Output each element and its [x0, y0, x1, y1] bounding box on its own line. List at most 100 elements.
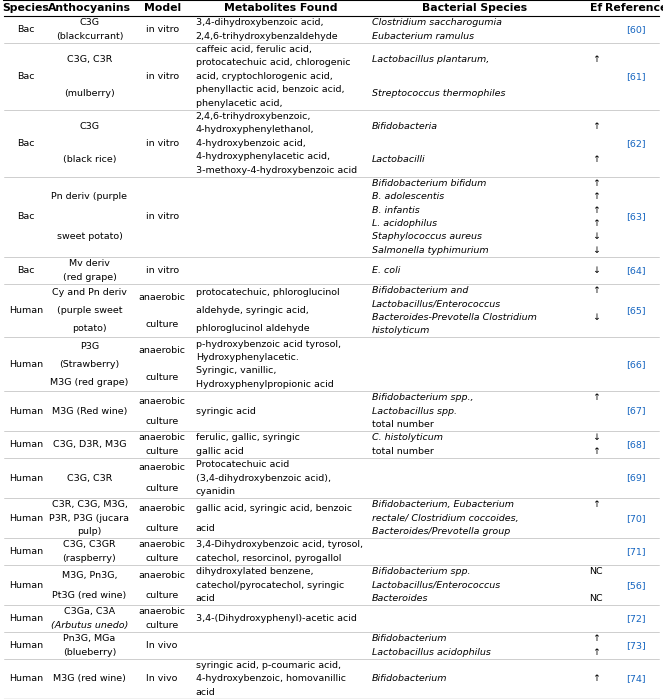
Text: (blueberry): (blueberry) — [63, 648, 116, 656]
Text: ↑: ↑ — [592, 155, 600, 164]
Text: Bifidobacterium, Eubacterium: Bifidobacterium, Eubacterium — [371, 500, 514, 510]
Text: (Arbutus unedo): (Arbutus unedo) — [51, 621, 128, 630]
Text: ↑: ↑ — [592, 206, 600, 215]
Text: culture: culture — [145, 417, 179, 426]
Text: Reference: Reference — [605, 3, 663, 13]
Text: phenyllactic acid, benzoic acid,: phenyllactic acid, benzoic acid, — [196, 85, 344, 94]
Text: [73]: [73] — [626, 641, 646, 650]
Text: Bifidobacteria: Bifidobacteria — [371, 122, 438, 131]
Text: 4-hydroxybenzoic acid,: 4-hydroxybenzoic acid, — [196, 138, 306, 147]
Text: [71]: [71] — [626, 547, 646, 556]
Text: anaerobic: anaerobic — [139, 607, 186, 617]
Text: M3G (Red wine): M3G (Red wine) — [52, 407, 127, 416]
Text: culture: culture — [145, 524, 179, 533]
Text: Human: Human — [9, 306, 43, 315]
Text: Hydroxyphenylpropionic acid: Hydroxyphenylpropionic acid — [196, 380, 333, 389]
Text: gallic acid: gallic acid — [196, 447, 243, 456]
Text: [70]: [70] — [626, 514, 646, 523]
Text: (blackcurrant): (blackcurrant) — [56, 31, 123, 41]
Text: Bifidobacterium: Bifidobacterium — [371, 634, 447, 643]
Text: Salmonella typhimurium: Salmonella typhimurium — [371, 246, 488, 255]
Text: (mulberry): (mulberry) — [64, 89, 115, 97]
Text: phloroglucinol aldehyde: phloroglucinol aldehyde — [196, 324, 310, 333]
Text: [68]: [68] — [626, 440, 646, 449]
Text: Bacteroides/Prevotella group: Bacteroides/Prevotella group — [371, 527, 510, 536]
Text: Human: Human — [9, 675, 43, 684]
Text: anaerobic: anaerobic — [139, 396, 186, 405]
Text: anaerobic: anaerobic — [139, 346, 186, 355]
Text: Human: Human — [9, 547, 43, 556]
Text: Human: Human — [9, 581, 43, 590]
Text: Lactobacillus/Enterococcus: Lactobacillus/Enterococcus — [371, 581, 501, 590]
Text: Lactobacilli: Lactobacilli — [371, 155, 425, 164]
Text: [64]: [64] — [626, 266, 646, 275]
Text: sweet potato): sweet potato) — [56, 233, 123, 241]
Text: Bifidobacterium bifidum: Bifidobacterium bifidum — [371, 179, 486, 188]
Text: acid: acid — [196, 594, 215, 603]
Text: Ef: Ef — [590, 3, 603, 13]
Text: Protocatechuic acid: Protocatechuic acid — [196, 460, 289, 469]
Text: (raspberry): (raspberry) — [62, 554, 116, 563]
Text: culture: culture — [145, 319, 179, 329]
Text: In vivo: In vivo — [147, 641, 178, 650]
Text: anaerobic: anaerobic — [139, 433, 186, 442]
Text: C. histolyticum: C. histolyticum — [371, 433, 442, 442]
Text: (3,4-dihydroxybenzoic acid),: (3,4-dihydroxybenzoic acid), — [196, 473, 331, 482]
Text: Syringic, vanillic,: Syringic, vanillic, — [196, 366, 276, 375]
Text: NC: NC — [589, 568, 603, 576]
Text: 3-methoxy-4-hydroxybenzoic acid: 3-methoxy-4-hydroxybenzoic acid — [196, 166, 357, 175]
Text: p-hydroxybenzoic acid tyrosol,: p-hydroxybenzoic acid tyrosol, — [196, 340, 341, 349]
Text: 2,4,6-trihydroxybenzaldehyde: 2,4,6-trihydroxybenzaldehyde — [196, 31, 338, 41]
Text: [63]: [63] — [626, 212, 646, 222]
Text: culture: culture — [145, 447, 179, 456]
Text: total number: total number — [371, 447, 434, 456]
Text: (Strawberry): (Strawberry) — [59, 360, 119, 368]
Text: ↑: ↑ — [592, 447, 600, 456]
Text: ↑: ↑ — [592, 192, 600, 201]
Text: pulp): pulp) — [78, 527, 101, 536]
Text: Mv deriv: Mv deriv — [69, 259, 110, 268]
Text: dihydroxylated benzene,: dihydroxylated benzene, — [196, 568, 313, 576]
Text: Bac: Bac — [17, 25, 34, 34]
Text: ↑: ↑ — [592, 500, 600, 510]
Text: culture: culture — [145, 484, 179, 493]
Text: Bac: Bac — [17, 212, 34, 222]
Text: culture: culture — [145, 621, 179, 630]
Text: syringic acid, p-coumaric acid,: syringic acid, p-coumaric acid, — [196, 661, 341, 670]
Text: Lactobacillus acidophilus: Lactobacillus acidophilus — [371, 648, 491, 656]
Text: Bacterial Species: Bacterial Species — [422, 3, 527, 13]
Text: Staphylococcus aureus: Staphylococcus aureus — [371, 233, 481, 241]
Text: Lactobacillus spp.: Lactobacillus spp. — [371, 407, 457, 416]
Text: Bacteroides: Bacteroides — [371, 594, 428, 603]
Text: M3G (red grape): M3G (red grape) — [50, 377, 129, 387]
Text: anaerobic: anaerobic — [139, 293, 186, 302]
Text: C3G, C3R: C3G, C3R — [67, 473, 112, 482]
Text: Bifidobacterium: Bifidobacterium — [371, 675, 447, 684]
Text: Cy and Pn deriv: Cy and Pn deriv — [52, 288, 127, 297]
Text: [67]: [67] — [626, 407, 646, 416]
Text: [65]: [65] — [626, 306, 646, 315]
Text: ↑: ↑ — [592, 393, 600, 402]
Text: Bac: Bac — [17, 138, 34, 147]
Text: ↑: ↑ — [592, 286, 600, 295]
Text: C3G, D3R, M3G: C3G, D3R, M3G — [52, 440, 126, 449]
Text: Clostridium saccharogumia: Clostridium saccharogumia — [371, 18, 501, 27]
Text: C3G: C3G — [80, 18, 99, 27]
Text: (purple sweet: (purple sweet — [57, 306, 122, 315]
Text: protocatechuic acid, chlorogenic: protocatechuic acid, chlorogenic — [196, 59, 350, 67]
Text: [62]: [62] — [626, 138, 646, 147]
Text: in vitro: in vitro — [145, 25, 178, 34]
Text: [69]: [69] — [626, 473, 646, 482]
Text: anaerobic: anaerobic — [139, 570, 186, 579]
Text: in vitro: in vitro — [145, 138, 178, 147]
Text: acid: acid — [196, 688, 215, 697]
Text: 4-hydroxybenzoic, homovanillic: 4-hydroxybenzoic, homovanillic — [196, 675, 345, 684]
Text: anaerobic: anaerobic — [139, 540, 186, 549]
Text: anaerobic: anaerobic — [139, 463, 186, 473]
Text: Bac: Bac — [17, 72, 34, 81]
Text: P3G: P3G — [80, 342, 99, 351]
Text: Human: Human — [9, 407, 43, 416]
Text: ↑: ↑ — [592, 219, 600, 228]
Text: C3G, C3GR: C3G, C3GR — [63, 540, 116, 549]
Text: Bifidobacterium and: Bifidobacterium and — [371, 286, 468, 295]
